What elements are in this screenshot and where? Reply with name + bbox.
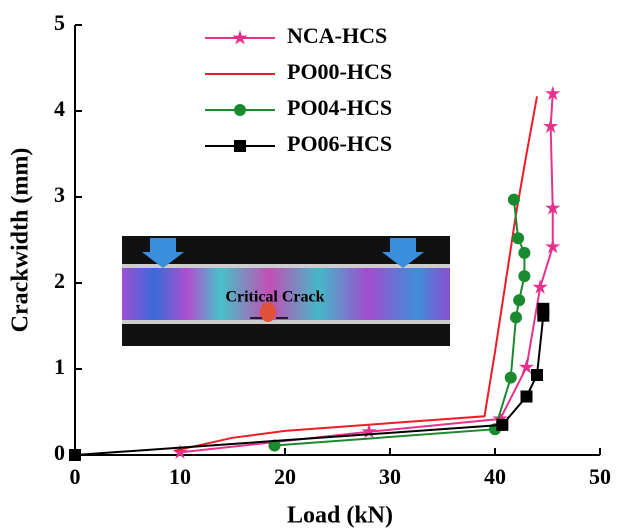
- point: [531, 369, 543, 381]
- point: [508, 194, 520, 206]
- y-axis-title: Crackwidth (mm): [8, 148, 34, 333]
- point: [69, 449, 81, 461]
- point: [513, 294, 525, 306]
- y-tick-label: 2: [54, 268, 65, 293]
- chart: Critical Crack Load (kN) Crackwidth (mm)…: [0, 0, 621, 532]
- legend-marker: [234, 104, 246, 116]
- inset-label: Critical Crack: [225, 289, 324, 306]
- inset-image: Critical Crack: [122, 236, 450, 346]
- legend-label: PO06-HCS: [287, 131, 392, 156]
- point: [496, 419, 508, 431]
- x-tick-label: 20: [274, 464, 296, 489]
- y-tick-label: 4: [54, 96, 65, 121]
- x-tick-label: 30: [379, 464, 401, 489]
- legend-label: PO00-HCS: [287, 59, 392, 84]
- point: [521, 391, 533, 403]
- point: [510, 311, 522, 323]
- y-tick-label: 3: [54, 182, 65, 207]
- legend-label: PO04-HCS: [287, 95, 392, 120]
- legend-marker: [234, 140, 246, 152]
- y-tick-label: 5: [54, 10, 65, 35]
- legend-label: NCA-HCS: [287, 23, 387, 48]
- point: [518, 247, 530, 259]
- x-tick-label: 40: [484, 464, 506, 489]
- point: [512, 232, 524, 244]
- point: [505, 372, 517, 384]
- y-tick-label: 0: [54, 440, 65, 465]
- y-tick-label: 1: [54, 354, 65, 379]
- x-tick-label: 0: [70, 464, 81, 489]
- x-tick-label: 10: [169, 464, 191, 489]
- point: [537, 303, 549, 315]
- point: [545, 239, 560, 254]
- point: [518, 270, 530, 282]
- x-axis-title: Load (kN): [287, 503, 393, 529]
- x-tick-label: 50: [589, 464, 611, 489]
